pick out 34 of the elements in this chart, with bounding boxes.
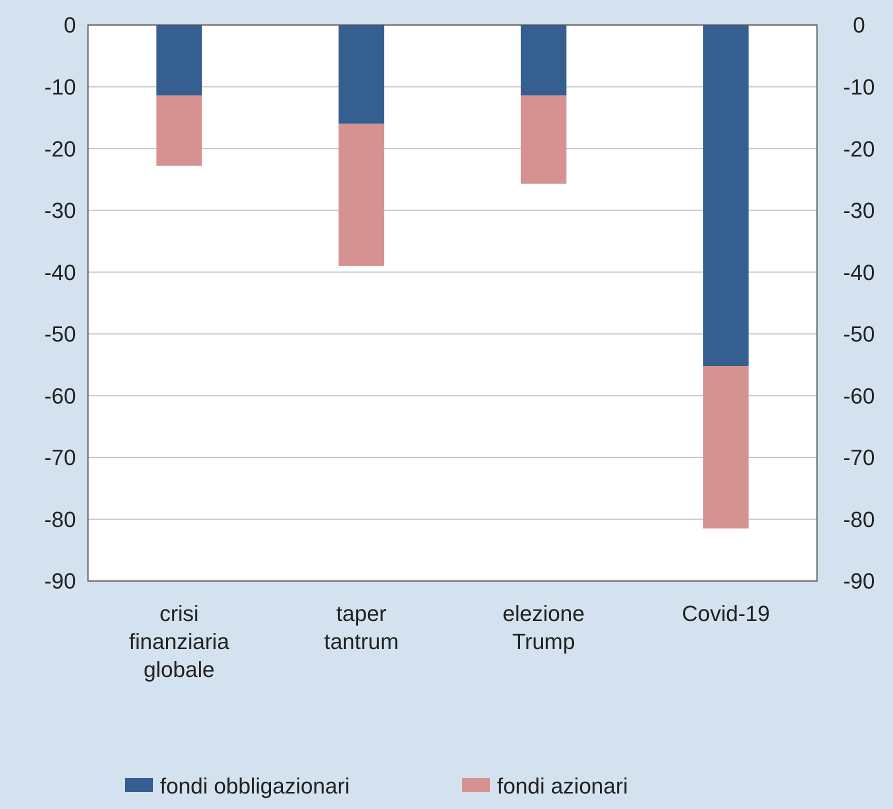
bar [520,25,566,96]
y-tick-label: -20 [44,136,76,162]
y-tick-label: -50 [44,322,76,347]
y-tick-label: -30 [44,198,76,224]
legend-label: fondi obbligazionari [160,774,350,799]
y2-tick-label: -30 [843,198,875,224]
x-tick-label: crisi finanziaria globale [128,601,230,682]
y2-tick-label: -20 [843,136,875,162]
y-tick-label: -80 [44,506,76,532]
bar [156,95,202,166]
y2-tick-label: -50 [843,322,875,347]
x-tick-label: elezione Trump [502,601,585,654]
y-tick-label: -90 [44,568,76,594]
x-tick-label: Covid-19 [682,601,770,626]
y2-tick-label: -90 [843,568,875,594]
x-tick-label: taper tantrum [324,601,399,654]
y-tick-label: -70 [44,445,76,470]
bar [703,25,749,366]
bar [338,124,384,266]
y2-tick-label: -10 [843,74,875,100]
y2-tick-label: -70 [843,445,875,470]
legend-label: fondi azionari [497,774,628,799]
bar [703,366,749,528]
y2-tick-label: 0 [852,12,866,38]
y-tick-label: 0 [64,12,76,38]
y2-tick-label: -60 [843,383,875,408]
y-tick-label: -10 [44,74,76,100]
bar [156,25,202,96]
bar [520,95,566,184]
bar [338,25,384,124]
y-tick-label: -60 [44,383,76,408]
y2-tick-label: -80 [843,506,875,532]
y2-tick-label: -40 [843,260,875,285]
y-tick-label: -40 [44,260,76,285]
